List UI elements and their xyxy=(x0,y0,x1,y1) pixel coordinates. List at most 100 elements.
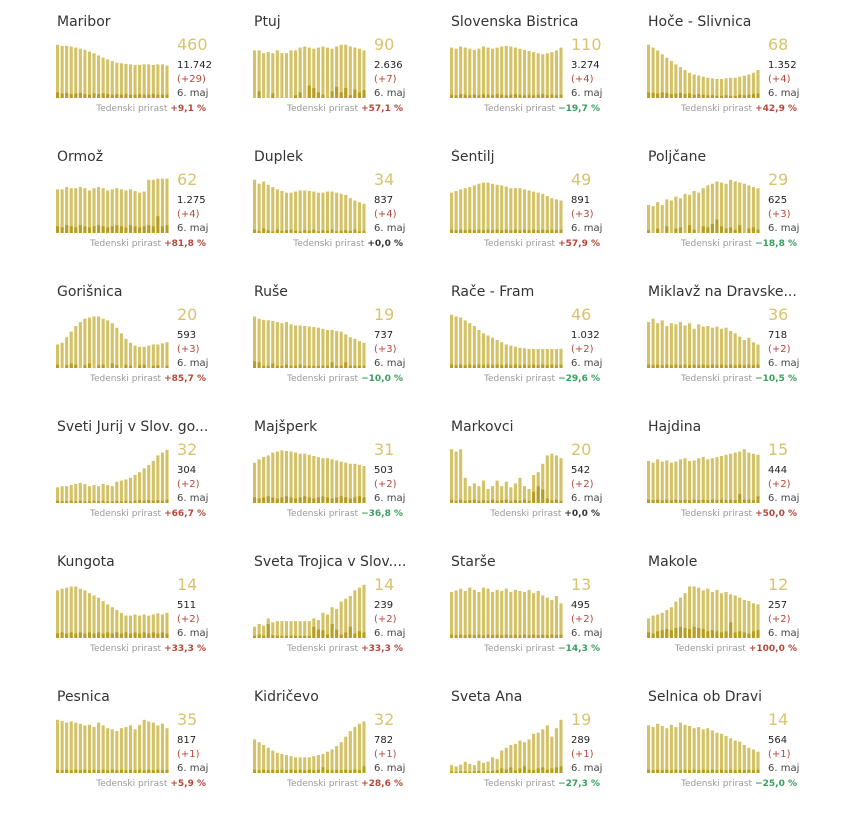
bar xyxy=(344,44,348,98)
bar xyxy=(339,742,343,773)
bar xyxy=(56,44,60,98)
weekly-growth-value: +9,1 % xyxy=(170,104,206,114)
bar-daily xyxy=(115,225,119,233)
bar-daily xyxy=(266,496,270,503)
bar xyxy=(284,450,289,503)
municipality-card: Pesnica 35 817 (+1) 6. maj Tedenski prirast +5… xyxy=(56,687,252,817)
bar xyxy=(660,725,664,773)
bar xyxy=(280,53,284,98)
weekly-growth: Tedenski prirast +66,7 % xyxy=(90,509,206,519)
bar-daily xyxy=(527,769,531,773)
bar xyxy=(742,599,746,638)
bar xyxy=(344,462,348,503)
bar-daily xyxy=(477,95,481,98)
bar xyxy=(688,461,692,503)
bar xyxy=(527,348,531,368)
bar xyxy=(266,320,270,368)
bar-daily xyxy=(692,94,696,98)
municipality-name: Miklavž na Dravske... xyxy=(648,284,797,300)
bar xyxy=(119,612,123,638)
weekly-growth: Tedenski prirast +0,0 % xyxy=(293,239,403,249)
bar-daily xyxy=(554,635,558,638)
bar-daily xyxy=(321,365,325,368)
bar-daily xyxy=(710,499,714,503)
bar xyxy=(312,327,316,368)
bar-daily xyxy=(747,499,751,503)
bar xyxy=(151,344,155,368)
date-label: 6. maj xyxy=(177,493,209,504)
bar-daily xyxy=(298,635,302,638)
bar-daily xyxy=(660,500,664,503)
bar xyxy=(92,595,96,638)
bar-daily xyxy=(307,85,311,98)
bar-daily xyxy=(710,364,714,368)
active-cases: 34 xyxy=(374,170,395,189)
bar xyxy=(647,322,651,368)
bar xyxy=(271,320,275,368)
bar-daily xyxy=(513,500,517,503)
bar-daily xyxy=(294,498,298,503)
sparkline-bar-chart xyxy=(647,179,760,233)
bar xyxy=(697,324,701,368)
daily-increase: (+1) xyxy=(768,749,791,760)
bar-daily xyxy=(751,365,755,368)
bar-daily xyxy=(362,632,366,638)
bar-daily xyxy=(729,227,733,233)
bar-daily xyxy=(706,95,710,98)
bar xyxy=(69,46,73,98)
bar-daily xyxy=(751,500,755,503)
bar xyxy=(733,181,737,233)
bar-daily xyxy=(459,94,463,98)
weekly-growth-value: −19,7 % xyxy=(558,104,600,114)
bar-daily xyxy=(550,229,554,233)
bar xyxy=(160,343,164,368)
daily-increase: (+3) xyxy=(177,344,200,355)
bar-daily xyxy=(559,766,563,773)
bar-daily xyxy=(500,94,504,98)
bar-daily xyxy=(124,364,128,368)
bar xyxy=(353,463,357,503)
weekly-growth-label: Tedenski prirast xyxy=(287,644,359,654)
bar-daily xyxy=(463,94,467,98)
bar-daily xyxy=(454,230,458,233)
bar xyxy=(325,614,330,638)
total-cases: 1.032 xyxy=(571,330,600,341)
bar xyxy=(138,472,142,503)
bar-daily xyxy=(56,364,60,368)
active-cases: 31 xyxy=(374,440,395,459)
bar xyxy=(747,452,751,503)
weekly-growth-label: Tedenski prirast xyxy=(90,374,162,384)
bar-daily xyxy=(724,228,728,233)
bar xyxy=(504,186,508,233)
bar-daily xyxy=(110,501,114,503)
bar xyxy=(156,64,160,98)
bar-daily xyxy=(719,769,724,773)
bar-daily xyxy=(321,767,325,773)
bar xyxy=(756,454,760,503)
bar xyxy=(65,722,69,773)
bar-daily xyxy=(545,365,549,368)
bar-daily xyxy=(303,635,307,638)
bar-daily xyxy=(559,634,563,638)
weekly-growth-value: −10,0 % xyxy=(361,374,403,384)
bar xyxy=(74,722,78,773)
bar xyxy=(262,625,266,638)
bar-daily xyxy=(500,768,504,773)
bar-daily xyxy=(78,225,82,233)
bar xyxy=(160,64,164,98)
bar-daily xyxy=(742,770,746,773)
bar xyxy=(454,766,458,773)
bar-daily xyxy=(710,224,714,233)
bar-daily xyxy=(65,365,69,368)
bar-daily xyxy=(339,365,343,368)
bar xyxy=(133,345,137,368)
bar-daily xyxy=(724,770,728,773)
weekly-growth-value: −27,3 % xyxy=(558,779,600,789)
sparkline-bar-chart xyxy=(56,586,169,638)
bar xyxy=(156,455,160,503)
active-cases: 20 xyxy=(571,440,592,459)
bar xyxy=(495,184,499,233)
bar-daily xyxy=(133,226,137,233)
bar-daily xyxy=(747,94,751,98)
bar-daily xyxy=(344,497,348,503)
